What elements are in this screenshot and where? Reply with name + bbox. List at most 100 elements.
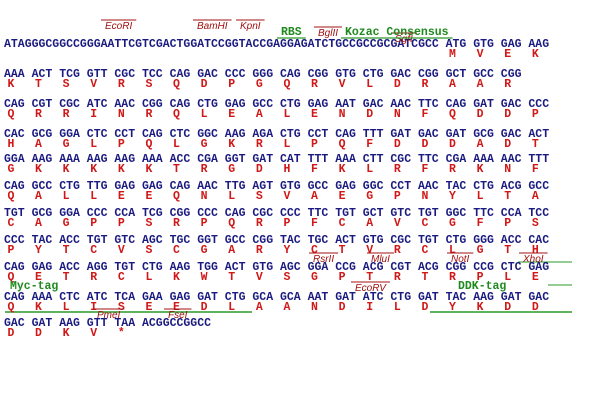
amino-acid: V: [394, 217, 401, 230]
dna-codon: AAC: [114, 98, 135, 111]
dna-codon: GAC: [501, 98, 522, 111]
dna-codon: GAG: [501, 38, 522, 51]
dna-codon: GCC: [252, 98, 273, 111]
amino-acid: K: [63, 327, 70, 340]
amino-acid: K: [118, 163, 125, 176]
amino-acid: V: [339, 78, 346, 91]
dna-codon: CTG: [473, 180, 494, 193]
amino-acid: R: [256, 138, 263, 151]
dna-codon: TTC: [418, 153, 439, 166]
restriction-site: BglII: [318, 28, 338, 39]
dna-codon: CTC: [87, 128, 108, 141]
dna-codon: GAG: [142, 180, 163, 193]
amino-acid: A: [256, 301, 263, 314]
dna-codon: AAC: [501, 153, 522, 166]
amino-acid: R: [449, 163, 456, 176]
amino-acid: V: [283, 190, 290, 203]
feature-label: Kozac Consensus: [345, 26, 449, 39]
dna-codon: CAG: [170, 180, 191, 193]
amino-acid: G: [449, 217, 456, 230]
amino-acid: L: [173, 138, 180, 151]
dna-codon: ATC: [363, 291, 384, 304]
amino-acid: N: [421, 190, 428, 203]
amino-acid: Q: [7, 108, 14, 121]
amino-acid: E: [118, 190, 125, 203]
dna-codon: GAC: [363, 98, 384, 111]
amino-acid: P: [118, 217, 125, 230]
dna-codon: GTG: [252, 261, 273, 274]
amino-acid: C: [311, 244, 318, 257]
amino-acid: T: [504, 244, 511, 257]
amino-acid: L: [366, 78, 373, 91]
dna-codon: GGT: [225, 153, 246, 166]
amino-acid: P: [90, 217, 97, 230]
amino-acid: R: [394, 271, 401, 284]
dna-codon: TTT: [308, 153, 329, 166]
dna-codon: GAT: [501, 291, 522, 304]
amino-acid: V: [90, 78, 97, 91]
dna-codon: CAG: [4, 291, 25, 304]
amino-acid: D: [7, 327, 14, 340]
restriction-site: FseI: [168, 310, 188, 321]
amino-acid: M: [449, 48, 456, 61]
dna-codon: TCC: [528, 207, 549, 220]
amino-acid: Q: [449, 108, 456, 121]
amino-acid: D: [421, 138, 428, 151]
amino-acid: P: [311, 138, 318, 151]
dna-codon: AAC: [390, 98, 411, 111]
amino-acid: S: [283, 271, 290, 284]
dna-codon: CTG: [446, 234, 467, 247]
dna-codon: CGC: [390, 234, 411, 247]
dna-codon: AAG: [473, 291, 494, 304]
amino-acid: P: [228, 78, 235, 91]
amino-acid: D: [477, 108, 484, 121]
amino-acid: K: [532, 48, 539, 61]
dna-codon: CAC: [4, 128, 25, 141]
dna-codon: AGC: [280, 261, 301, 274]
dna-codon: GAG: [225, 98, 246, 111]
dna-codon: TGC: [308, 234, 329, 247]
dna-codon: CCC: [528, 98, 549, 111]
amino-acid: R: [256, 244, 263, 257]
dna-codon: TTC: [308, 207, 329, 220]
amino-acid: C: [90, 244, 97, 257]
amino-acid: C: [173, 244, 180, 257]
amino-acid: K: [477, 163, 484, 176]
dna-codon: GCC: [308, 180, 329, 193]
dna-codon: CTG: [142, 261, 163, 274]
amino-acid: C: [7, 217, 14, 230]
amino-acid: Q: [283, 78, 290, 91]
dna-codon: ACT: [335, 234, 356, 247]
amino-acid: N: [504, 163, 511, 176]
amino-acid: G: [477, 244, 484, 257]
dna-codon: ATG: [446, 38, 467, 51]
amino-acid: G: [256, 78, 263, 91]
dna-codon: AAC: [197, 180, 218, 193]
amino-acid: D: [532, 301, 539, 314]
dna-codon: GAC: [4, 317, 25, 330]
dna-codon: GAG: [308, 98, 329, 111]
amino-acid: Q: [173, 190, 180, 203]
dna-codon: GCT: [446, 68, 467, 81]
amino-acid: L: [477, 190, 484, 203]
dna-codon: CGG: [418, 68, 439, 81]
amino-acid: Q: [339, 138, 346, 151]
amino-acid: N: [118, 108, 125, 121]
amino-acid: A: [532, 190, 539, 203]
dna-codon: TGT: [4, 207, 25, 220]
amino-acid: D: [256, 163, 263, 176]
dna-codon: AAA: [59, 153, 80, 166]
amino-acid: A: [256, 108, 263, 121]
dna-codon: ATC: [87, 291, 108, 304]
amino-acid: N: [339, 108, 346, 121]
dna-codon: TCC: [142, 68, 163, 81]
dna-codon: ACT: [225, 261, 246, 274]
dna-codon: CTG: [390, 291, 411, 304]
dna-codon: ACC: [59, 261, 80, 274]
dna-codon: CCA: [501, 207, 522, 220]
dna-codon: GAT: [473, 98, 494, 111]
amino-acid: V: [90, 327, 97, 340]
amino-acid: A: [35, 138, 42, 151]
amino-acid: T: [339, 244, 346, 257]
dna-codon: CTG: [280, 98, 301, 111]
